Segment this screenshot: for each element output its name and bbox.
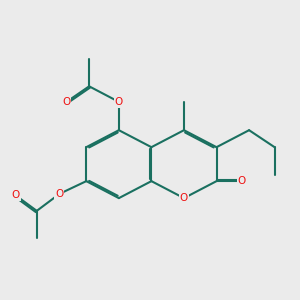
Text: O: O [55,189,64,199]
Text: O: O [180,193,188,203]
Text: O: O [115,97,123,107]
Text: O: O [11,190,20,200]
Text: O: O [62,97,70,107]
Text: O: O [238,176,246,186]
